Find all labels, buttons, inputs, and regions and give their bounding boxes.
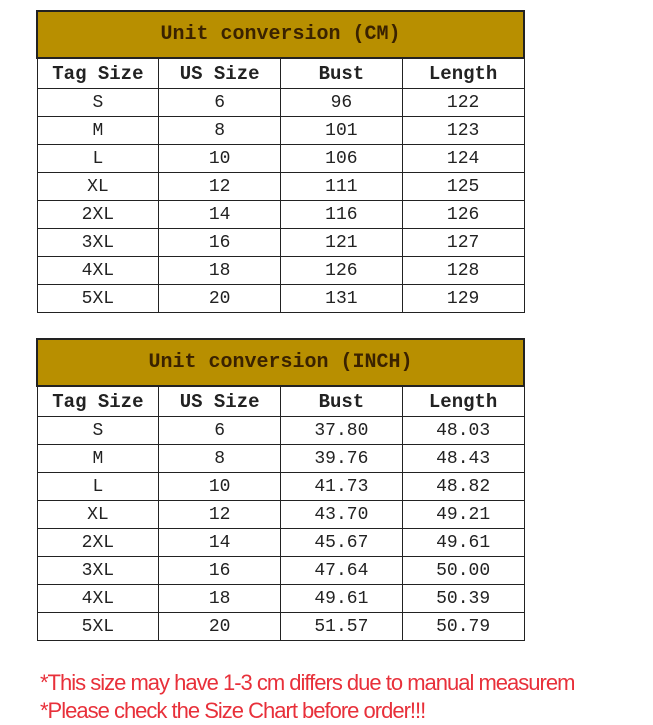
table-cell: 16 <box>158 556 281 585</box>
table-cell: 10 <box>158 144 281 173</box>
table-cell: 126 <box>280 256 403 285</box>
table-cell: 41.73 <box>280 472 403 501</box>
table-row: L 10 41.73 48.82 <box>36 472 525 501</box>
table-cell: 126 <box>401 200 525 229</box>
table-cell: 6 <box>158 416 281 445</box>
table-row: 3XL 16 121 127 <box>36 228 525 257</box>
table-cell: 8 <box>158 444 281 473</box>
table-cell: 12 <box>158 172 281 201</box>
table-cell: 16 <box>158 228 281 257</box>
table-cell: 51.57 <box>280 612 403 641</box>
table-row: M 8 39.76 48.43 <box>36 444 525 473</box>
table-cell: L <box>36 472 160 501</box>
table-cell: 20 <box>158 612 281 641</box>
table-cell: 106 <box>280 144 403 173</box>
table-cell: 122 <box>401 88 525 117</box>
table-cell: 96 <box>280 88 403 117</box>
table-cell: 18 <box>158 256 281 285</box>
table-cell: 4XL <box>36 584 160 613</box>
column-header: US Size <box>158 385 281 417</box>
table-title: Unit conversion (CM) <box>36 10 525 59</box>
table-cell: 111 <box>280 172 403 201</box>
table-cell: 50.00 <box>401 556 525 585</box>
table-row: 3XL 16 47.64 50.00 <box>36 556 525 585</box>
table-row: M 8 101 123 <box>36 116 525 145</box>
table-row: L 10 106 124 <box>36 144 525 173</box>
table-cell: 14 <box>158 200 281 229</box>
table-cell: 125 <box>401 172 525 201</box>
table-cell: XL <box>36 500 160 529</box>
table-cell: 116 <box>280 200 403 229</box>
table-title-row: Unit conversion (INCH) <box>36 338 525 387</box>
table-cell: 50.79 <box>401 612 525 641</box>
table-cell: XL <box>36 172 160 201</box>
size-chart-note: *Please check the Size Chart before orde… <box>40 698 426 723</box>
table-cell: 49.61 <box>280 584 403 613</box>
table-cell: 129 <box>401 284 525 313</box>
table-cell: 128 <box>401 256 525 285</box>
table-cell: 37.80 <box>280 416 403 445</box>
table-row: 4XL 18 126 128 <box>36 256 525 285</box>
table-cell: 124 <box>401 144 525 173</box>
column-header: Length <box>401 385 525 417</box>
table-cell: 127 <box>401 228 525 257</box>
table-cell: 20 <box>158 284 281 313</box>
table-cell: 39.76 <box>280 444 403 473</box>
table-cell: L <box>36 144 160 173</box>
table-row: XL 12 111 125 <box>36 172 525 201</box>
table-title: Unit conversion (INCH) <box>36 338 525 387</box>
column-header: Tag Size <box>36 57 160 89</box>
table-cell: 2XL <box>36 528 160 557</box>
table-cell: 43.70 <box>280 500 403 529</box>
table-cell: 45.67 <box>280 528 403 557</box>
table-title-row: Unit conversion (CM) <box>36 10 525 59</box>
cm-size-table: Unit conversion (CM) Tag Size US Size Bust L… <box>36 10 525 313</box>
table-row: 5XL 20 51.57 50.79 <box>36 612 525 641</box>
table-row: S 6 37.80 48.03 <box>36 416 525 445</box>
table-cell: 3XL <box>36 228 160 257</box>
column-header: Length <box>401 57 525 89</box>
table-cell: 5XL <box>36 612 160 641</box>
table-cell: 14 <box>158 528 281 557</box>
measurement-note: *This size may have 1-3 cm differs due t… <box>40 670 575 695</box>
table-cell: 50.39 <box>401 584 525 613</box>
table-cell: 123 <box>401 116 525 145</box>
table-cell: 4XL <box>36 256 160 285</box>
inch-size-table: Unit conversion (INCH) Tag Size US Size Bus… <box>36 338 525 641</box>
table-cell: 131 <box>280 284 403 313</box>
table-row: 2XL 14 116 126 <box>36 200 525 229</box>
column-header: Bust <box>280 57 403 89</box>
table-cell: 5XL <box>36 284 160 313</box>
table-cell: 2XL <box>36 200 160 229</box>
table-cell: M <box>36 116 160 145</box>
table-cell: 121 <box>280 228 403 257</box>
table-cell: 49.21 <box>401 500 525 529</box>
column-header: Tag Size <box>36 385 160 417</box>
table-cell: 101 <box>280 116 403 145</box>
table-cell: S <box>36 88 160 117</box>
table-cell: 48.43 <box>401 444 525 473</box>
column-header: Bust <box>280 385 403 417</box>
table-cell: S <box>36 416 160 445</box>
header-row: Tag Size US Size Bust Length <box>36 57 525 89</box>
table-cell: 18 <box>158 584 281 613</box>
table-cell: 10 <box>158 472 281 501</box>
table-row: 4XL 18 49.61 50.39 <box>36 584 525 613</box>
table-row: 2XL 14 45.67 49.61 <box>36 528 525 557</box>
table-cell: 6 <box>158 88 281 117</box>
table-row: XL 12 43.70 49.21 <box>36 500 525 529</box>
table-cell: M <box>36 444 160 473</box>
table-cell: 3XL <box>36 556 160 585</box>
table-row: 5XL 20 131 129 <box>36 284 525 313</box>
column-header: US Size <box>158 57 281 89</box>
table-cell: 8 <box>158 116 281 145</box>
table-cell: 48.82 <box>401 472 525 501</box>
table-cell: 47.64 <box>280 556 403 585</box>
table-cell: 48.03 <box>401 416 525 445</box>
table-cell: 12 <box>158 500 281 529</box>
header-row: Tag Size US Size Bust Length <box>36 385 525 417</box>
table-cell: 49.61 <box>401 528 525 557</box>
table-row: S 6 96 122 <box>36 88 525 117</box>
